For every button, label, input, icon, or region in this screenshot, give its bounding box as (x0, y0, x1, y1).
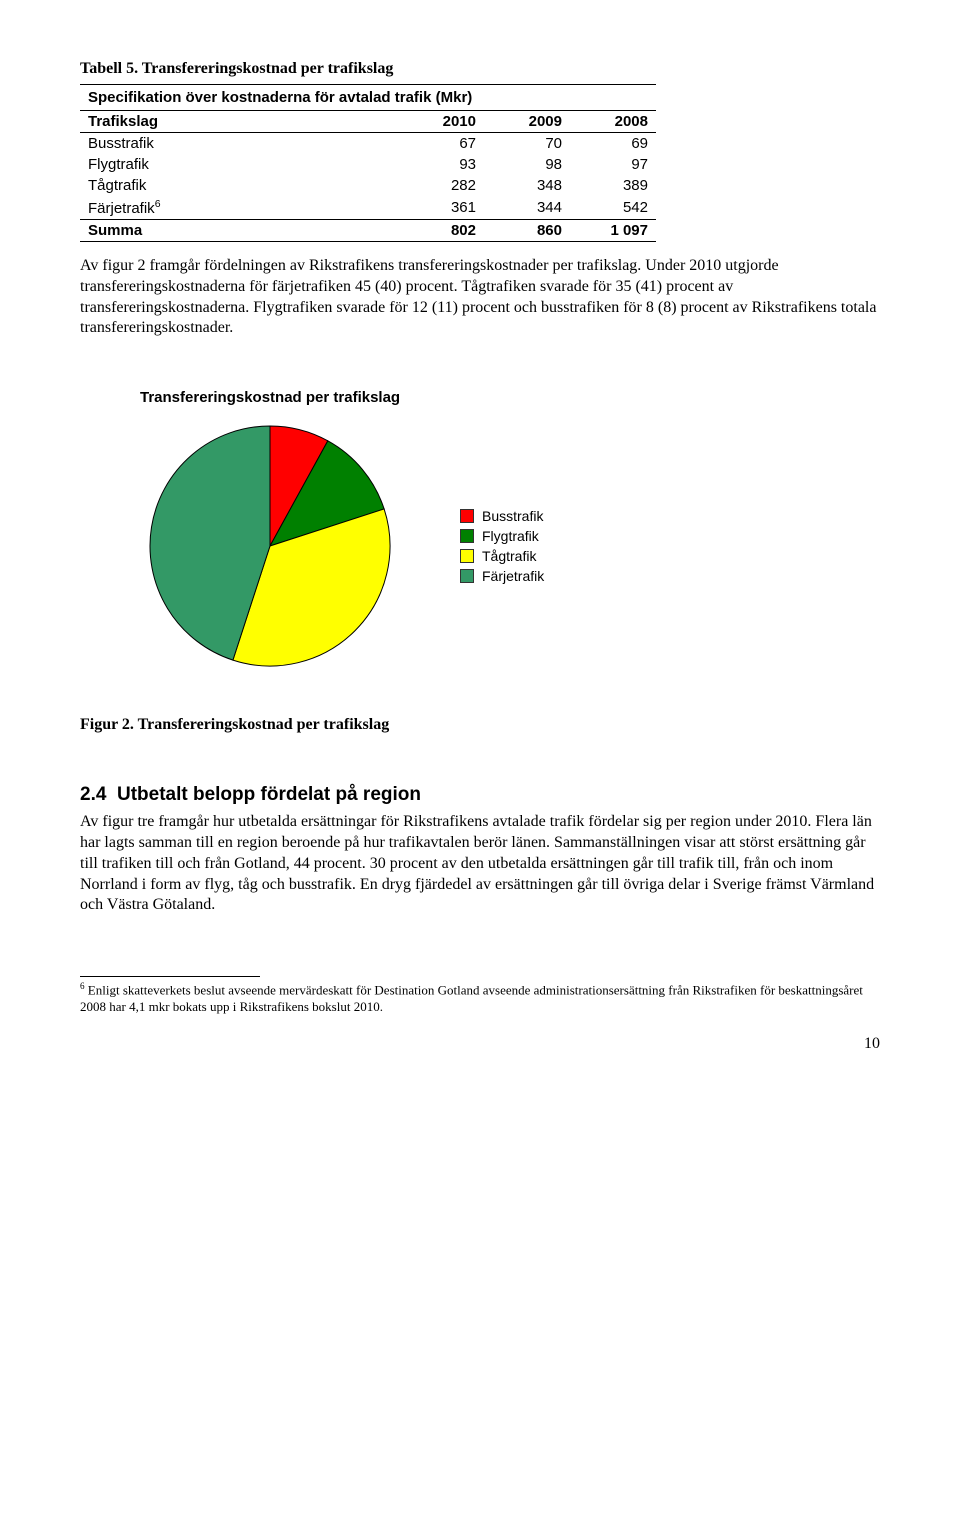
legend-label: Färjetrafik (482, 568, 544, 584)
cell: 93 (398, 154, 484, 175)
chart-legend: Busstrafik Flygtrafik Tågtrafik Färjetrafik (460, 504, 544, 588)
col-trafikslag: Trafikslag (80, 111, 398, 133)
cell: 69 (570, 133, 656, 155)
cell: 361 (398, 196, 484, 220)
section-heading: 2.4 Utbetalt belopp fördelat på region (80, 784, 880, 806)
col-year-0: 2010 (398, 111, 484, 133)
legend-item: Busstrafik (460, 508, 544, 524)
legend-label: Tågtrafik (482, 548, 536, 564)
legend-label: Busstrafik (482, 508, 543, 524)
pie-chart: Busstrafik Flygtrafik Tågtrafik Färjetrafik (120, 416, 880, 676)
table-row: Färjetrafik6 361 344 542 (80, 196, 656, 220)
col-year-2: 2008 (570, 111, 656, 133)
legend-swatch (460, 529, 474, 543)
table-row: Busstrafik 67 70 69 (80, 133, 656, 155)
row-label: Busstrafik (80, 133, 398, 155)
chart-title: Transfereringskostnad per trafikslag (140, 389, 880, 406)
page-number: 10 (80, 1035, 880, 1053)
table-caption: Tabell 5. Transfereringskostnad per traf… (80, 60, 880, 78)
table-spec-title: Specifikation över kostnaderna för avtal… (88, 89, 472, 106)
cell: 67 (398, 133, 484, 155)
legend-item: Tågtrafik (460, 548, 544, 564)
legend-swatch (460, 509, 474, 523)
cell: 389 (570, 175, 656, 196)
legend-label: Flygtrafik (482, 528, 539, 544)
cell: 282 (398, 175, 484, 196)
legend-swatch (460, 569, 474, 583)
cell: 348 (484, 175, 570, 196)
legend-item: Färjetrafik (460, 568, 544, 584)
cell: 97 (570, 154, 656, 175)
row-label: Tågtrafik (80, 175, 398, 196)
cell: 344 (484, 196, 570, 220)
sum-cell: 860 (484, 220, 570, 242)
row-label: Flygtrafik (80, 154, 398, 175)
cost-table: Specifikation över kostnaderna för avtal… (80, 84, 656, 242)
row-label: Färjetrafik6 (80, 196, 398, 220)
sum-cell: 1 097 (570, 220, 656, 242)
sum-label: Summa (80, 220, 398, 242)
cell: 70 (484, 133, 570, 155)
table-sum-row: Summa 802 860 1 097 (80, 220, 656, 242)
sum-cell: 802 (398, 220, 484, 242)
table-row: Tågtrafik 282 348 389 (80, 175, 656, 196)
cell: 98 (484, 154, 570, 175)
section-body: Av figur tre framgår hur utbetalda ersät… (80, 812, 880, 916)
footnote-separator (80, 976, 260, 977)
figure-caption: Figur 2. Transfereringskostnad per trafi… (80, 716, 880, 734)
footnote: 6 Enligt skatteverkets beslut avseende m… (80, 981, 880, 1015)
col-year-1: 2009 (484, 111, 570, 133)
legend-swatch (460, 549, 474, 563)
table-row: Flygtrafik 93 98 97 (80, 154, 656, 175)
legend-item: Flygtrafik (460, 528, 544, 544)
paragraph-1: Av figur 2 framgår fördelningen av Rikst… (80, 256, 880, 339)
cell: 542 (570, 196, 656, 220)
